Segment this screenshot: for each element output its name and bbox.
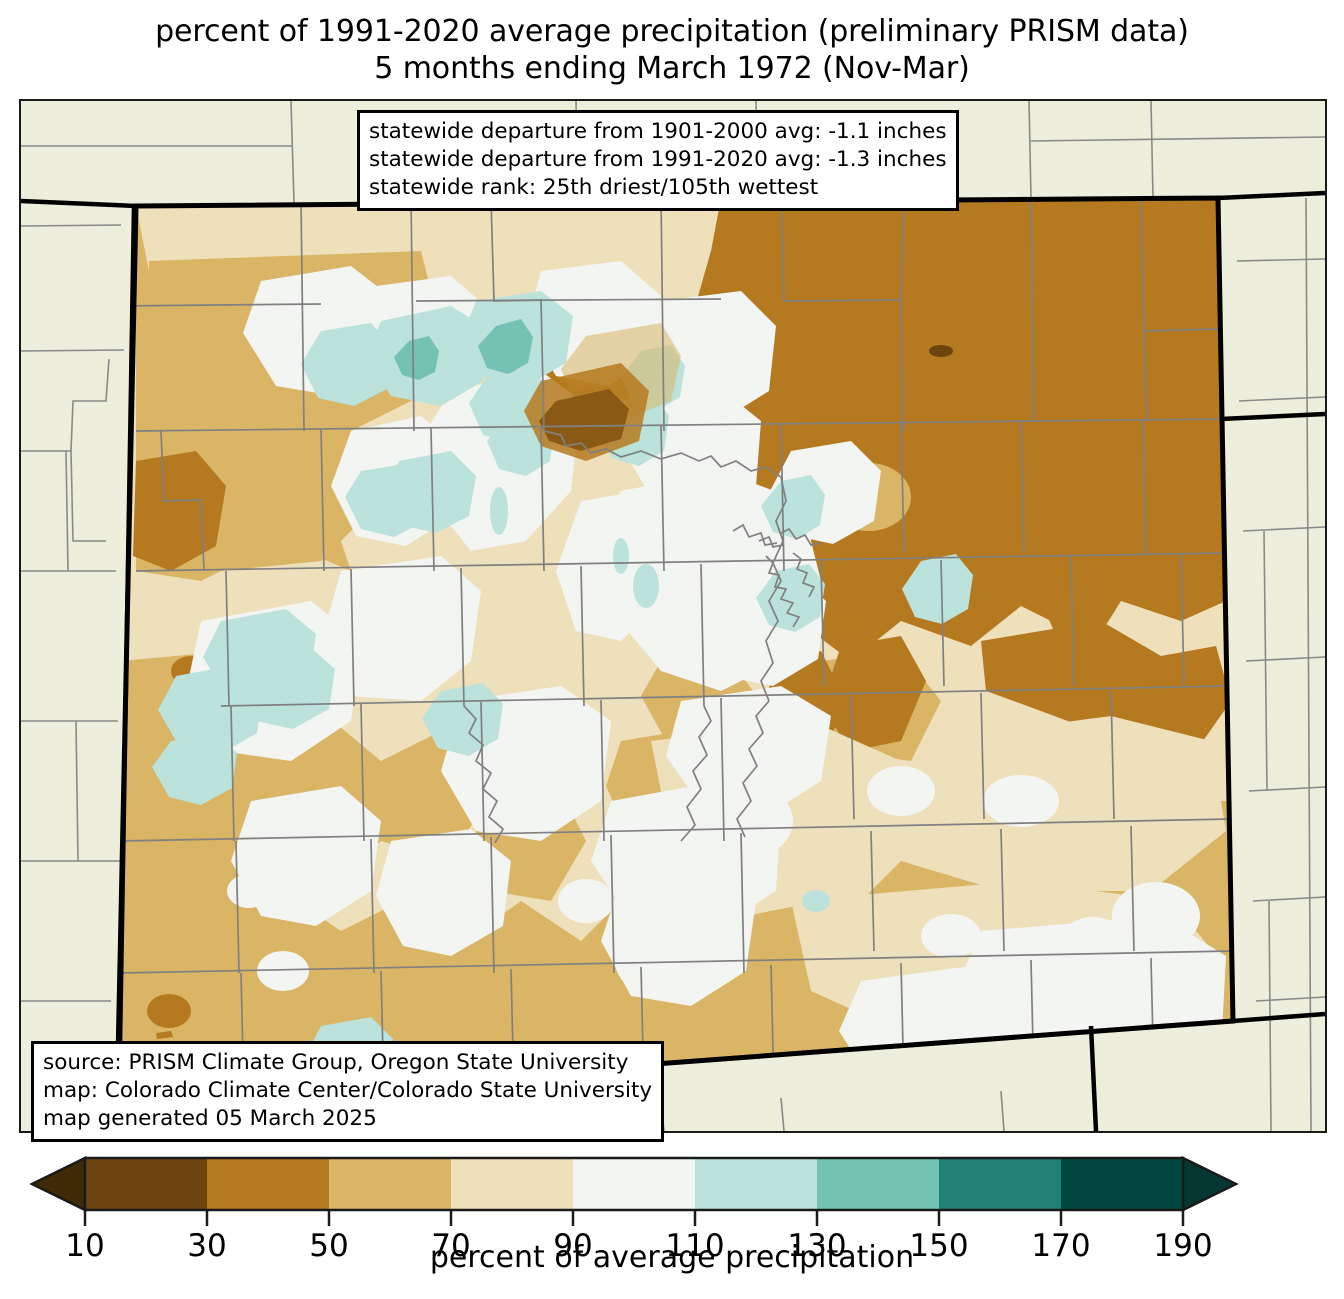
map-generated-line: map generated 05 March 2025 — [43, 1105, 377, 1131]
colorbar-axis-label: percent of average precipitation — [429, 1240, 915, 1275]
stat-departure-1901-2000: statewide departure from 1901-2000 avg: … — [369, 119, 947, 144]
map-svg — [21, 101, 1325, 1131]
colorbar-band-50-70 — [329, 1158, 451, 1210]
statistics-box: statewide departure from 1901-2000 avg: … — [357, 110, 959, 211]
colorbar-tick-label: 190 — [1153, 1228, 1212, 1262]
colorbar: 10 30 50 70 90 110 130 150 170 190 — [0, 1142, 1344, 1299]
map-canvas — [19, 99, 1327, 1133]
page-title: percent of 1991-2020 average precipitati… — [0, 14, 1344, 87]
colorbar-tick-label: 170 — [1031, 1228, 1090, 1262]
colorbar-outline — [83, 1156, 1185, 1212]
colorbar-bands — [29, 1155, 1239, 1213]
colorbar-ticks — [83, 1210, 1185, 1226]
colorbar-band-150-170 — [939, 1158, 1061, 1210]
colorbar-tick-label: 90 — [553, 1228, 592, 1262]
colorbar-tick-label: 50 — [309, 1228, 348, 1262]
colorbar-band-70-90 — [451, 1158, 573, 1210]
colorbar-tick-labels: 10 30 50 70 90 110 130 150 170 190 — [65, 1228, 1212, 1262]
colorbar-tick-label: 10 — [65, 1228, 104, 1262]
colorbar-band-30-50 — [207, 1158, 329, 1210]
colorbar-tick-label: 150 — [909, 1228, 968, 1262]
title-line-2: 5 months ending March 1972 (Nov-Mar) — [374, 50, 970, 86]
map-credit-line: map: Colorado Climate Center/Colorado St… — [43, 1077, 653, 1103]
colorbar-tick-label: 30 — [187, 1228, 226, 1262]
colorbar-band-170-190 — [1061, 1158, 1183, 1210]
colorbar-tick-label: 70 — [431, 1228, 470, 1262]
colorbar-band-130-150 — [817, 1158, 939, 1210]
colorado-county-lines — [117, 198, 1233, 1100]
precip-contour-fills — [117, 198, 1233, 1104]
colorbar-band-90-110 — [573, 1158, 695, 1210]
source-box: source: PRISM Climate Group, Oregon Stat… — [31, 1041, 665, 1142]
stat-statewide-rank: statewide rank: 25th driest/105th wettes… — [369, 174, 819, 200]
source-line: source: PRISM Climate Group, Oregon Stat… — [43, 1050, 629, 1075]
colorbar-band-below-min — [29, 1155, 87, 1213]
colorbar-svg: 10 30 50 70 90 110 130 150 170 190 — [29, 1155, 1239, 1262]
stat-departure-1991-2020: statewide departure from 1991-2020 avg: … — [369, 146, 947, 172]
colorbar-band-110-130 — [695, 1158, 817, 1210]
colorbar-band-10-30 — [85, 1158, 207, 1210]
colorbar-band-above-max — [1181, 1155, 1239, 1213]
colorbar-tick-label: 130 — [787, 1228, 846, 1262]
colorbar-tick-label: 110 — [665, 1228, 724, 1262]
title-line-1: percent of 1991-2020 average precipitati… — [155, 14, 1189, 49]
